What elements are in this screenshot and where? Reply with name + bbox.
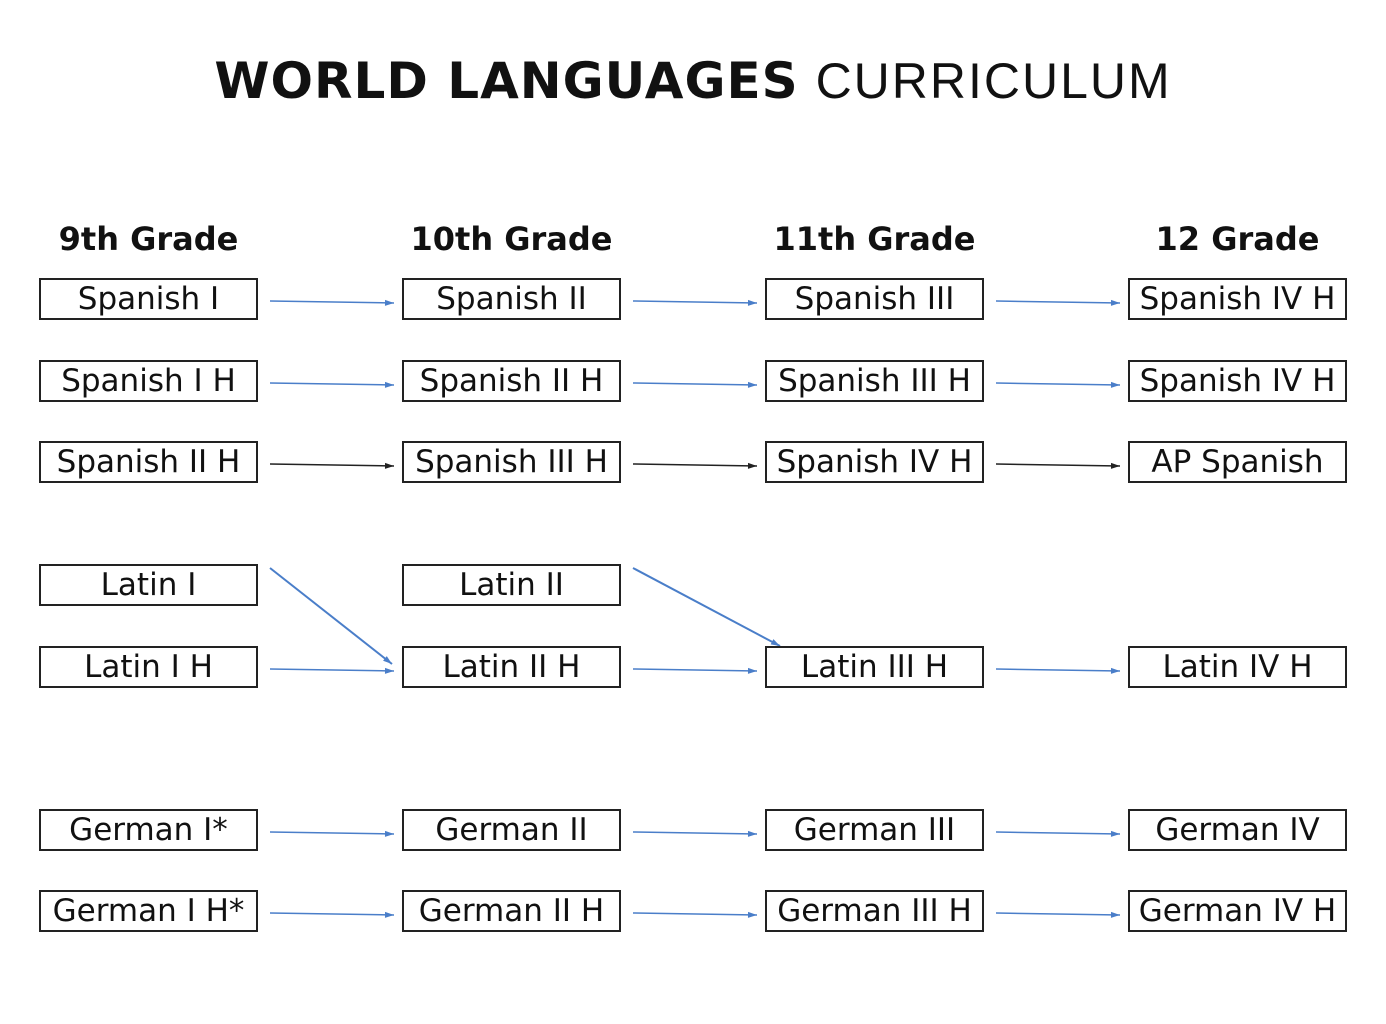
course-box: German III xyxy=(765,809,984,851)
title-light: CURRICULUM xyxy=(815,53,1172,109)
page-title: WORLD LANGUAGES CURRICULUM xyxy=(0,52,1386,110)
course-box: Spanish III H xyxy=(402,441,621,483)
arrow-line xyxy=(269,567,393,665)
arrow-line xyxy=(632,382,758,386)
arrow xyxy=(995,381,1121,388)
course-box: Latin IV H xyxy=(1128,646,1347,688)
arrow xyxy=(269,381,395,388)
course-box: German II H xyxy=(402,890,621,932)
arrow-line xyxy=(995,668,1121,672)
arrowhead-icon xyxy=(770,639,780,646)
arrow xyxy=(995,667,1121,674)
title-bold: WORLD LANGUAGES xyxy=(214,52,799,110)
arrow-line xyxy=(269,300,395,304)
arrow-line xyxy=(995,463,1121,467)
course-box: Spanish II xyxy=(402,278,621,320)
course-box: Spanish IV H xyxy=(765,441,984,483)
arrow xyxy=(995,830,1121,837)
arrow-line xyxy=(632,463,758,467)
course-box: Spanish III H xyxy=(765,360,984,402)
arrowhead-icon xyxy=(384,462,394,469)
course-box: German IV xyxy=(1128,809,1347,851)
arrow-line xyxy=(269,912,395,916)
arrowhead-icon xyxy=(747,462,757,469)
arrow-line xyxy=(269,831,395,835)
arrow xyxy=(632,567,781,647)
arrow-line xyxy=(269,382,395,386)
arrow-line xyxy=(995,300,1121,304)
arrow-line xyxy=(632,912,758,916)
arrow xyxy=(632,667,758,674)
arrow xyxy=(269,299,395,306)
arrowhead-icon xyxy=(1110,667,1120,674)
course-box: Spanish II H xyxy=(39,441,258,483)
arrow-line xyxy=(632,567,781,647)
arrowhead-icon xyxy=(747,667,757,674)
arrow-line xyxy=(632,300,758,304)
course-box: German II xyxy=(402,809,621,851)
course-box: Spanish II H xyxy=(402,360,621,402)
course-box: Latin II H xyxy=(402,646,621,688)
arrowhead-icon xyxy=(747,830,757,837)
arrow xyxy=(269,830,395,837)
arrowhead-icon xyxy=(384,299,394,306)
arrow-line xyxy=(269,463,395,467)
grade-header: 10th Grade xyxy=(410,220,613,258)
arrow xyxy=(995,299,1121,306)
course-box: Spanish I xyxy=(39,278,258,320)
course-box: German IV H xyxy=(1128,890,1347,932)
arrowhead-icon xyxy=(384,381,394,388)
arrowhead-icon xyxy=(1110,462,1120,469)
course-box: Latin I H xyxy=(39,646,258,688)
arrowhead-icon xyxy=(384,911,394,918)
arrow-line xyxy=(995,382,1121,386)
course-box: German III H xyxy=(765,890,984,932)
arrow-line xyxy=(995,831,1121,835)
arrowhead-icon xyxy=(383,656,392,664)
course-box: AP Spanish xyxy=(1128,441,1347,483)
arrow xyxy=(632,299,758,306)
arrow-line xyxy=(269,668,395,672)
arrow-line xyxy=(632,668,758,672)
course-box: German I H* xyxy=(39,890,258,932)
course-box: Latin III H xyxy=(765,646,984,688)
arrowhead-icon xyxy=(1110,381,1120,388)
course-box: Spanish IV H xyxy=(1128,360,1347,402)
arrow xyxy=(995,462,1121,469)
arrowhead-icon xyxy=(384,830,394,837)
arrow xyxy=(269,911,395,918)
arrow xyxy=(632,462,758,469)
grade-header: 12 Grade xyxy=(1155,220,1320,258)
arrow xyxy=(995,911,1121,918)
arrow-line xyxy=(995,912,1121,916)
arrowhead-icon xyxy=(747,911,757,918)
arrow xyxy=(269,462,395,469)
arrowhead-icon xyxy=(1110,911,1120,918)
course-box: Spanish III xyxy=(765,278,984,320)
arrow-line xyxy=(632,831,758,835)
arrowhead-icon xyxy=(747,299,757,306)
arrow xyxy=(269,667,395,674)
arrowhead-icon xyxy=(1110,299,1120,306)
course-box: Spanish I H xyxy=(39,360,258,402)
arrow xyxy=(632,381,758,388)
course-box: Latin I xyxy=(39,564,258,606)
arrow xyxy=(269,567,393,665)
arrowhead-icon xyxy=(1110,830,1120,837)
arrowhead-icon xyxy=(747,381,757,388)
course-box: German I* xyxy=(39,809,258,851)
course-box: Latin II xyxy=(402,564,621,606)
arrow xyxy=(632,830,758,837)
grade-header: 11th Grade xyxy=(773,220,976,258)
arrow xyxy=(632,911,758,918)
grade-header: 9th Grade xyxy=(58,220,239,258)
course-box: Spanish IV H xyxy=(1128,278,1347,320)
arrowhead-icon xyxy=(384,667,394,674)
